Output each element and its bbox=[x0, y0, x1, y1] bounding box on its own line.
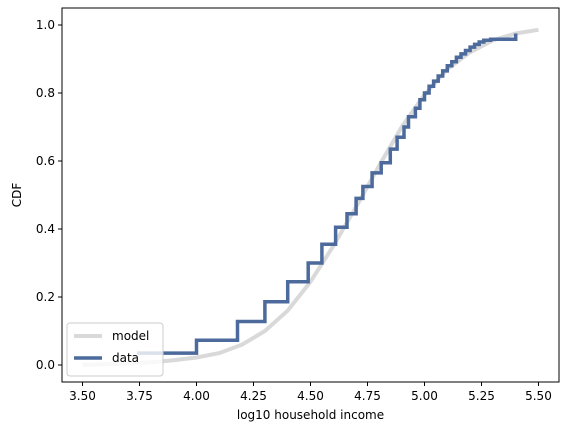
x-axis: 3.50 3.75 4.00 4.25 4.50 4.75 5.00 5.25 5.50 bbox=[69, 382, 552, 403]
x-tick-label: 3.50 bbox=[69, 389, 96, 403]
x-tick-label: 3.75 bbox=[126, 389, 153, 403]
x-tick-label: 5.25 bbox=[468, 389, 495, 403]
x-tick-label: 4.00 bbox=[183, 389, 210, 403]
x-axis-label: log10 household income bbox=[237, 408, 384, 422]
y-tick-label: 0.6 bbox=[36, 154, 55, 168]
y-tick-label: 0.2 bbox=[36, 290, 55, 304]
x-tick-label: 4.50 bbox=[297, 389, 324, 403]
x-tick-label: 4.25 bbox=[240, 389, 267, 403]
y-axis-label: CDF bbox=[10, 183, 24, 208]
y-tick-label: 0.4 bbox=[36, 222, 55, 236]
x-tick-label: 4.75 bbox=[354, 389, 381, 403]
series-data-line bbox=[137, 33, 518, 355]
legend-label-data: data bbox=[112, 351, 139, 365]
y-tick-label: 0.0 bbox=[36, 358, 55, 372]
y-axis: 0.0 0.2 0.4 0.6 0.8 1.0 bbox=[36, 18, 62, 372]
x-tick-label: 5.50 bbox=[525, 389, 552, 403]
legend-label-model: model bbox=[112, 329, 149, 343]
legend: model data bbox=[66, 322, 164, 377]
y-tick-label: 1.0 bbox=[36, 18, 55, 32]
x-tick-label: 5.00 bbox=[411, 389, 438, 403]
y-tick-label: 0.8 bbox=[36, 86, 55, 100]
